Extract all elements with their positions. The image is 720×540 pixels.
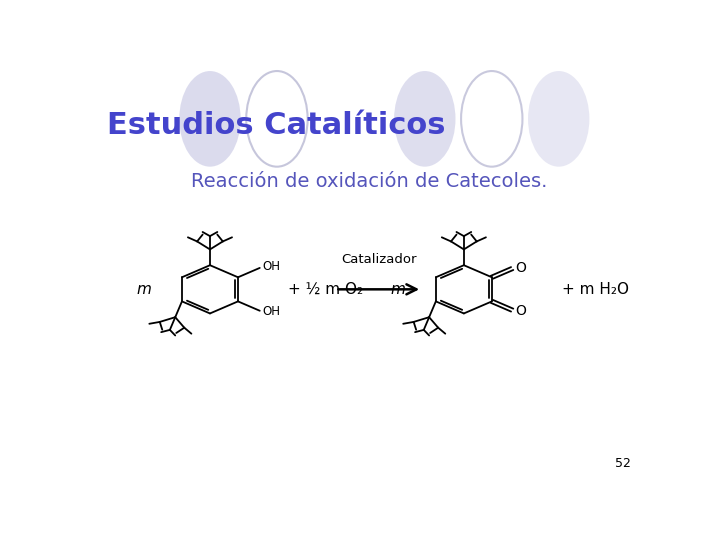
Ellipse shape	[394, 71, 456, 167]
Text: Reacción de oxidación de Catecoles.: Reacción de oxidación de Catecoles.	[191, 172, 547, 191]
Text: m: m	[136, 282, 151, 297]
Text: Catalizador: Catalizador	[341, 253, 416, 266]
Text: 52: 52	[616, 457, 631, 470]
Text: Estudios Catalíticos: Estudios Catalíticos	[107, 111, 445, 140]
Ellipse shape	[528, 71, 590, 167]
Text: + ½ m O₂: + ½ m O₂	[288, 282, 363, 297]
Text: O: O	[516, 261, 526, 275]
Text: OH: OH	[262, 260, 280, 273]
Ellipse shape	[461, 71, 523, 167]
Ellipse shape	[179, 71, 240, 167]
Ellipse shape	[246, 71, 307, 167]
Text: O: O	[516, 304, 526, 318]
Text: m: m	[390, 282, 405, 297]
Text: OH: OH	[262, 306, 280, 319]
Text: + m H₂O: + m H₂O	[562, 282, 629, 297]
